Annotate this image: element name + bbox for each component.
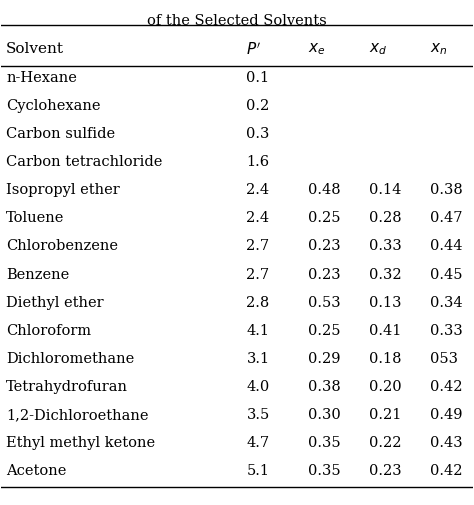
Text: 0.35: 0.35 xyxy=(308,436,340,450)
Text: 2.4: 2.4 xyxy=(246,211,270,225)
Text: Solvent: Solvent xyxy=(6,41,64,56)
Text: 0.28: 0.28 xyxy=(369,211,401,225)
Text: Isopropyl ether: Isopropyl ether xyxy=(6,183,120,197)
Text: 0.30: 0.30 xyxy=(308,408,340,422)
Text: Benzene: Benzene xyxy=(6,268,69,282)
Text: 0.14: 0.14 xyxy=(369,183,401,197)
Text: 2.7: 2.7 xyxy=(246,268,270,282)
Text: Chlorobenzene: Chlorobenzene xyxy=(6,239,118,254)
Text: 0.32: 0.32 xyxy=(369,268,401,282)
Text: 0.13: 0.13 xyxy=(369,296,401,310)
Text: Cyclohexane: Cyclohexane xyxy=(6,99,100,113)
Text: 3.1: 3.1 xyxy=(246,352,270,366)
Text: 5.1: 5.1 xyxy=(246,465,269,478)
Text: 0.42: 0.42 xyxy=(430,465,463,478)
Text: 0.38: 0.38 xyxy=(430,183,463,197)
Text: 0.49: 0.49 xyxy=(430,408,463,422)
Text: 0.25: 0.25 xyxy=(308,324,340,338)
Text: 0.43: 0.43 xyxy=(430,436,463,450)
Text: $P'$: $P'$ xyxy=(246,41,262,58)
Text: 0.25: 0.25 xyxy=(308,211,340,225)
Text: Diethyl ether: Diethyl ether xyxy=(6,296,104,310)
Text: 0.20: 0.20 xyxy=(369,380,401,394)
Text: Carbon tetrachloride: Carbon tetrachloride xyxy=(6,155,163,169)
Text: 0.33: 0.33 xyxy=(430,324,463,338)
Text: 0.48: 0.48 xyxy=(308,183,340,197)
Text: 4.0: 4.0 xyxy=(246,380,270,394)
Text: 4.7: 4.7 xyxy=(246,436,270,450)
Text: 0.18: 0.18 xyxy=(369,352,401,366)
Text: 0.45: 0.45 xyxy=(430,268,463,282)
Text: 0.23: 0.23 xyxy=(369,465,401,478)
Text: Dichloromethane: Dichloromethane xyxy=(6,352,134,366)
Text: 0.3: 0.3 xyxy=(246,127,270,141)
Text: $x_d$: $x_d$ xyxy=(369,41,387,57)
Text: Acetone: Acetone xyxy=(6,465,66,478)
Text: n-Hexane: n-Hexane xyxy=(6,71,77,85)
Text: 0.22: 0.22 xyxy=(369,436,401,450)
Text: $x_e$: $x_e$ xyxy=(308,41,325,57)
Text: 0.35: 0.35 xyxy=(308,465,340,478)
Text: of the Selected Solvents: of the Selected Solvents xyxy=(147,14,327,28)
Text: 0.33: 0.33 xyxy=(369,239,401,254)
Text: 0.34: 0.34 xyxy=(430,296,463,310)
Text: 1.6: 1.6 xyxy=(246,155,270,169)
Text: Ethyl methyl ketone: Ethyl methyl ketone xyxy=(6,436,155,450)
Text: 1,2-Dichloroethane: 1,2-Dichloroethane xyxy=(6,408,149,422)
Text: 3.5: 3.5 xyxy=(246,408,270,422)
Text: 053: 053 xyxy=(430,352,458,366)
Text: 0.29: 0.29 xyxy=(308,352,340,366)
Text: 0.47: 0.47 xyxy=(430,211,463,225)
Text: Carbon sulfide: Carbon sulfide xyxy=(6,127,115,141)
Text: 0.38: 0.38 xyxy=(308,380,340,394)
Text: 0.41: 0.41 xyxy=(369,324,401,338)
Text: 2.8: 2.8 xyxy=(246,296,270,310)
Text: Tetrahydrofuran: Tetrahydrofuran xyxy=(6,380,128,394)
Text: 0.44: 0.44 xyxy=(430,239,463,254)
Text: Chloroform: Chloroform xyxy=(6,324,91,338)
Text: 0.2: 0.2 xyxy=(246,99,270,113)
Text: 4.1: 4.1 xyxy=(246,324,269,338)
Text: 0.21: 0.21 xyxy=(369,408,401,422)
Text: $x_n$: $x_n$ xyxy=(430,41,447,57)
Text: 0.23: 0.23 xyxy=(308,268,340,282)
Text: 0.23: 0.23 xyxy=(308,239,340,254)
Text: 0.53: 0.53 xyxy=(308,296,340,310)
Text: Toluene: Toluene xyxy=(6,211,64,225)
Text: 0.1: 0.1 xyxy=(246,71,270,85)
Text: 2.7: 2.7 xyxy=(246,239,270,254)
Text: 0.42: 0.42 xyxy=(430,380,463,394)
Text: 2.4: 2.4 xyxy=(246,183,270,197)
